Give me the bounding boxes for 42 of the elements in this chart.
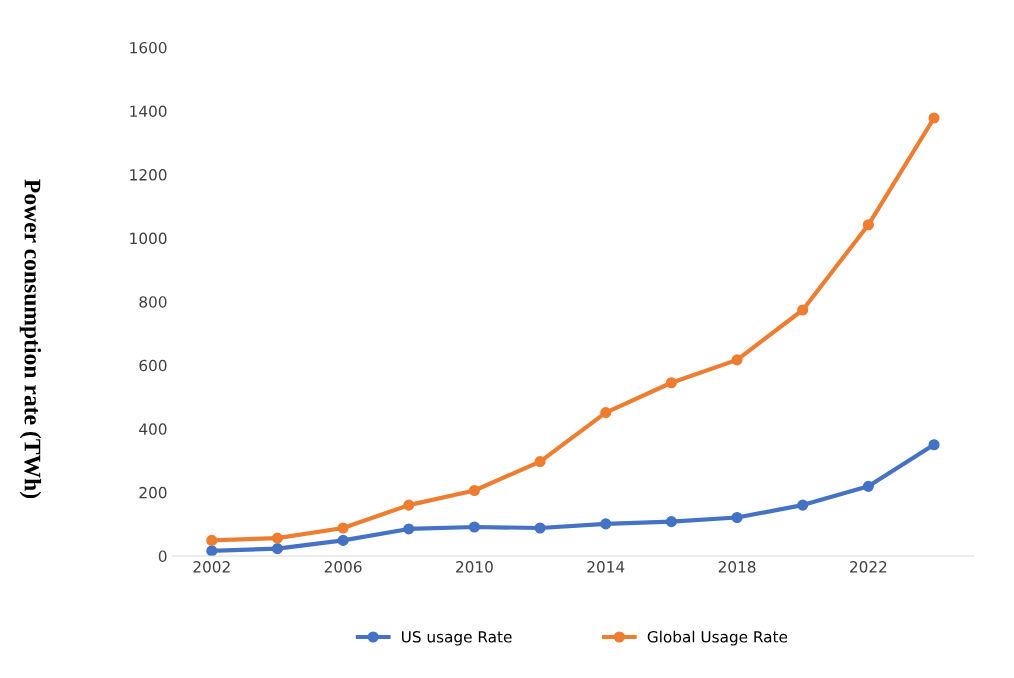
point (928, 112, 940, 124)
point (731, 354, 743, 366)
y-tick-label: 600 (139, 359, 167, 372)
y-tick-label: 1400 (130, 105, 167, 118)
point (468, 484, 480, 497)
y-axis-title: Power consumption rate (TWh) (19, 179, 42, 499)
point (534, 456, 546, 468)
point (337, 534, 349, 546)
x-tick-label: 2014 (587, 561, 625, 573)
point (403, 523, 415, 535)
point (271, 532, 283, 544)
y-tick-label: 1000 (130, 232, 167, 245)
legend-label: US usage Rate (402, 631, 512, 646)
x-tick-label: 2022 (850, 561, 887, 573)
x-tick-label: 2010 (456, 561, 493, 573)
x-tick-label: 2006 (324, 561, 362, 573)
legend-label: Global Usage Rate (647, 630, 788, 646)
x-tick-label: 2002 (193, 561, 230, 573)
point (928, 439, 940, 451)
point (731, 511, 743, 524)
x-tick-label: 2018 (718, 561, 756, 573)
point (797, 304, 809, 316)
y-tick-label: 400 (139, 423, 167, 435)
point (403, 499, 415, 511)
point (271, 543, 283, 555)
point (862, 219, 874, 231)
point (468, 521, 480, 533)
y-tick-label: 200 (139, 486, 167, 499)
point (534, 522, 546, 534)
point (206, 545, 218, 556)
point (665, 377, 677, 389)
y-tick-label: 800 (139, 296, 167, 308)
point (600, 407, 612, 419)
point (337, 522, 349, 534)
point (862, 480, 874, 492)
point (206, 534, 218, 546)
y-tick-label: 1200 (130, 169, 167, 181)
point (797, 499, 809, 511)
point (665, 516, 677, 528)
y-tick-label: 1600 (130, 41, 167, 54)
point (600, 518, 612, 530)
y-tick-label: 0 (158, 550, 167, 562)
